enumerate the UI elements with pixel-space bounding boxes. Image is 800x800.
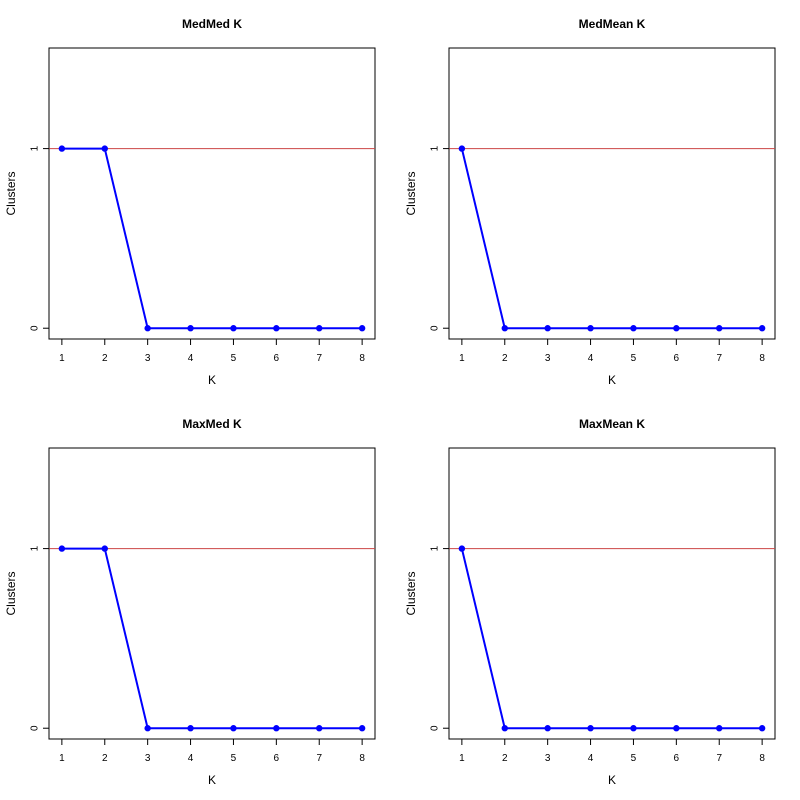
chart-4-data-point-7 (716, 725, 723, 732)
chart-3-x-tick-label-2: 2 (102, 753, 108, 764)
chart-4-data-point-2 (501, 725, 508, 732)
chart-2-x-tick-label-3: 3 (545, 353, 551, 364)
chart-2-y-tick-label-1: 0 (430, 325, 441, 331)
chart-1-x-tick-label-6: 6 (274, 353, 280, 364)
chart-3-data-point-8 (358, 725, 366, 732)
chart-1-x-tick-label-5: 5 (231, 353, 237, 364)
chart-2-data-point-7 (716, 325, 723, 332)
chart-3-data-point-5 (230, 725, 237, 732)
chart-3-x-tick-label-6: 6 (274, 753, 280, 764)
chart-4-title: MaxMean K (579, 417, 645, 431)
chart-4-x-tick-label-4: 4 (588, 753, 594, 764)
chart-2-x-axis-label: K (608, 373, 616, 387)
chart-4-x-tick-label-2: 2 (502, 753, 508, 764)
chart-1-x-tick-label-3: 3 (145, 353, 151, 364)
chart-4-series-line (460, 548, 763, 730)
chart-4-data-point-3 (544, 725, 551, 732)
chart-2-y-tick-label-2: 1 (430, 145, 441, 151)
chart-1-x-tick-label-7: 7 (316, 353, 322, 364)
chart-1-y-tick-label-2: 1 (30, 145, 41, 151)
chart-2-x-tick-label-8: 8 (759, 353, 765, 364)
chart-1-plot-frame (48, 47, 376, 340)
chart-1-data-point-8 (358, 325, 366, 332)
chart-4-y-tick-label-1: 0 (430, 725, 441, 731)
chart-1-y-axis-label: Clusters (4, 171, 18, 215)
chart-4-data-point-5 (630, 725, 637, 732)
chart-3-x-tick-label-4: 4 (188, 753, 194, 764)
chart-1-data-point-3 (144, 325, 151, 332)
chart-4-x-tick-label-8: 8 (759, 753, 765, 764)
chart-3-y-axis-label: Clusters (4, 571, 18, 615)
chart-2-x-tick-label-1: 1 (459, 353, 465, 364)
chart-4-y-axis-label: Clusters (404, 571, 418, 615)
chart-3-title: MaxMed K (182, 417, 242, 431)
chart-4-x-tick-label-6: 6 (674, 753, 680, 764)
chart-3-data-point-2 (101, 545, 108, 552)
chart-3-x-tick-label-3: 3 (145, 753, 151, 764)
chart-2-x-tick-label-6: 6 (674, 353, 680, 364)
chart-1-title: MedMed K (182, 17, 242, 31)
chart-1-series-line (61, 147, 363, 330)
chart-2-data-point-8 (758, 325, 766, 332)
chart-panel-2: MedMean K 1 2 3 4 5 6 7 8 0 1 K Clusters (404, 17, 776, 387)
chart-4-y-tick-label-2: 1 (430, 545, 441, 551)
chart-3-plot-frame (48, 447, 376, 740)
chart-4-x-tick-label-3: 3 (545, 753, 551, 764)
chart-2-data-point-3 (544, 325, 551, 332)
chart-4-x-tick-label-5: 5 (631, 753, 637, 764)
chart-3-data-point-1 (58, 545, 66, 552)
chart-3-x-axis-label: K (208, 773, 216, 787)
chart-3-series-line (61, 547, 363, 730)
chart-3-x-tick-label-5: 5 (231, 753, 237, 764)
chart-2-data-point-2 (501, 325, 508, 332)
chart-1-x-axis-label: K (208, 373, 216, 387)
chart-4-x-tick-label-1: 1 (459, 753, 465, 764)
chart-2-y-axis-label: Clusters (404, 171, 418, 215)
chart-2-x-tick-label-4: 4 (588, 353, 594, 364)
chart-2-series-line (460, 148, 763, 330)
chart-1-data-point-1 (58, 145, 66, 152)
chart-panel-3: MaxMed K 1 2 3 4 5 6 7 8 0 1 K Clusters (4, 417, 376, 787)
chart-4-x-tick-label-7: 7 (716, 753, 722, 764)
chart-4-x-axis-label: K (608, 773, 616, 787)
chart-1-x-tick-label-2: 2 (102, 353, 108, 364)
chart-4-data-point-8 (758, 725, 766, 732)
chart-3-data-point-3 (144, 725, 151, 732)
chart-3-y-tick-label-2: 1 (30, 545, 41, 551)
chart-panel-4: MaxMean K 1 2 3 4 5 6 7 8 0 1 K Clusters (404, 417, 776, 787)
chart-1-x-tick-label-4: 4 (188, 353, 194, 364)
chart-1-x-tick-label-8: 8 (359, 353, 365, 364)
chart-4-data-point-4 (587, 725, 594, 732)
chart-1-data-point-5 (230, 325, 237, 332)
chart-1-data-point-2 (101, 145, 108, 152)
chart-3-x-tick-label-1: 1 (59, 753, 65, 764)
chart-4-data-point-1 (458, 545, 466, 552)
chart-3-data-point-7 (316, 725, 323, 732)
chart-2-data-point-4 (587, 325, 594, 332)
chart-3-x-tick-label-8: 8 (359, 753, 365, 764)
chart-1-data-point-6 (273, 325, 280, 332)
chart-3-data-point-6 (273, 725, 280, 732)
chart-2-x-tick-label-2: 2 (502, 353, 508, 364)
chart-2-title: MedMean K (579, 17, 646, 31)
chart-3-x-tick-label-7: 7 (316, 753, 322, 764)
chart-panel-1: MedMed K 1 2 3 4 5 6 7 8 0 1 K Clusters (4, 17, 376, 387)
chart-2-data-point-1 (458, 145, 466, 152)
chart-2-x-tick-label-7: 7 (716, 353, 722, 364)
chart-2-data-point-5 (630, 325, 637, 332)
chart-4-data-point-6 (673, 725, 680, 732)
chart-2-data-point-6 (673, 325, 680, 332)
chart-1-y-tick-label-1: 0 (30, 325, 41, 331)
chart-3-data-point-4 (187, 725, 194, 732)
chart-1-data-point-4 (187, 325, 194, 332)
chart-1-data-point-7 (316, 325, 323, 332)
chart-1-x-tick-label-1: 1 (59, 353, 65, 364)
chart-3-y-tick-label-1: 0 (30, 725, 41, 731)
chart-2-x-tick-label-5: 5 (631, 353, 637, 364)
